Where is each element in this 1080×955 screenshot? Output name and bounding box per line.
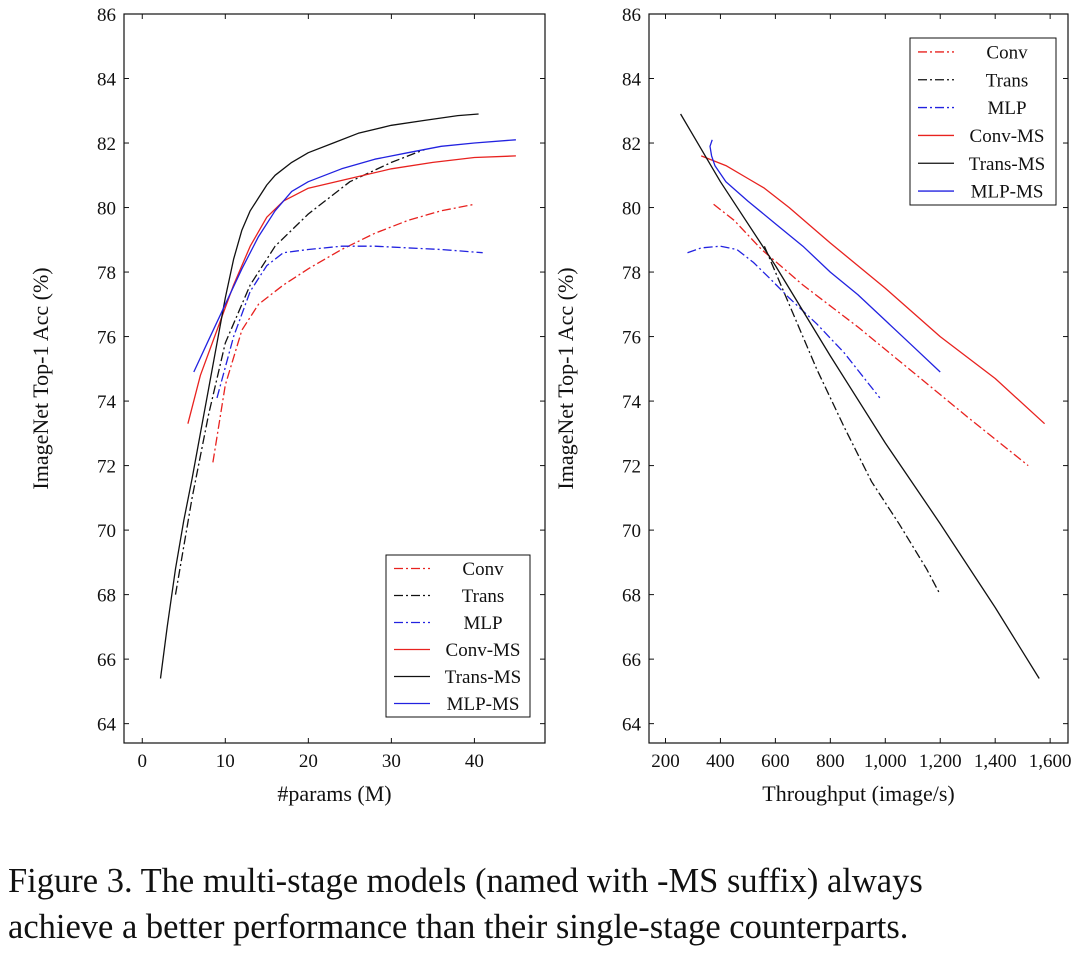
y-tick-label: 70 — [97, 521, 116, 542]
x-tick-label: 400 — [706, 751, 735, 772]
legend-label-conv: Conv — [986, 42, 1028, 63]
x-tick-label: 1,600 — [1029, 751, 1072, 772]
y-tick-label: 84 — [622, 70, 642, 91]
x-tick-label: 0 — [138, 751, 148, 772]
x-tick-label: 10 — [216, 751, 235, 772]
series-line-mlp — [687, 245, 881, 399]
y-tick-label: 78 — [622, 263, 641, 284]
series-line-trans-ms — [159, 113, 479, 679]
y-tick-label: 68 — [622, 586, 641, 607]
y-tick-label: 84 — [97, 70, 117, 91]
y-tick-label: 72 — [97, 457, 116, 478]
y-tick-label: 66 — [622, 650, 641, 671]
y-tick-label: 86 — [97, 5, 116, 26]
legend-label-conv: Conv — [462, 559, 504, 580]
legend-label-mlp-ms: MLP-MS — [447, 694, 520, 715]
series-line-trans — [174, 148, 425, 595]
x-tick-label: 600 — [761, 751, 790, 772]
y-tick-label: 70 — [622, 521, 641, 542]
caption-line-1: Figure 3. The multi-stage models (named … — [8, 862, 923, 900]
y-axis-label: ImageNet Top-1 Acc (%) — [28, 267, 53, 489]
chart-throughput: 64 66 68 70 72 74 76 78 80 82 84 86 200 400 600 800 1,00… — [553, 5, 1072, 806]
y-tick-label: 76 — [97, 328, 116, 349]
x-tick-label: 20 — [299, 751, 318, 772]
series-line-conv-ms — [700, 155, 1046, 425]
legend: Conv Trans MLP Conv-MS Trans-MS MLP-MS — [909, 37, 1057, 206]
y-tick-label: 78 — [97, 263, 116, 284]
legend-label-trans-ms: Trans-MS — [445, 667, 521, 688]
y-tick-label: 80 — [622, 199, 641, 220]
plot-frame — [123, 13, 546, 744]
caption-line-2: achieve a better performance than their … — [8, 908, 909, 946]
legend-box — [385, 554, 531, 718]
legend-label-mlp: MLP — [987, 98, 1026, 119]
y-tick-label: 68 — [97, 586, 116, 607]
y-tick-label: 72 — [622, 457, 641, 478]
legend-label-conv-ms: Conv-MS — [446, 640, 521, 661]
x-tick-label: 1,200 — [919, 751, 962, 772]
legend-label-mlp-ms: MLP-MS — [971, 182, 1044, 203]
legend-box — [909, 37, 1057, 206]
x-tick-label: 800 — [816, 751, 845, 772]
series-line-mlp-ms — [193, 139, 516, 373]
y-tick-label: 64 — [622, 715, 642, 736]
legend-label-trans-ms: Trans-MS — [969, 154, 1045, 175]
figure: 64 66 68 70 72 74 76 78 80 82 84 86 0 10 20 30 40 #params… — [28, 5, 1072, 806]
y-tick-label: 82 — [97, 134, 116, 155]
y-tick-label: 74 — [622, 392, 642, 413]
figure-caption: Figure 3. The multi-stage models (named … — [8, 858, 1072, 950]
y-tick-label: 86 — [622, 5, 641, 26]
x-tick-label: 1,000 — [864, 751, 907, 772]
series-line-mlp — [216, 245, 483, 399]
series-line-conv — [212, 203, 475, 463]
legend-label-mlp: MLP — [463, 613, 502, 634]
x-tick-label: 200 — [651, 751, 680, 772]
x-tick-label: 40 — [465, 751, 484, 772]
y-tick-label: 64 — [97, 715, 117, 736]
y-tick-label: 66 — [97, 650, 116, 671]
y-axis-label: ImageNet Top-1 Acc (%) — [553, 267, 578, 489]
legend-label-trans: Trans — [986, 70, 1029, 91]
x-axis-label: Throughput (image/s) — [762, 781, 954, 806]
y-tick-label: 82 — [622, 134, 641, 155]
x-tick-label: 30 — [382, 751, 401, 772]
legend-label-conv-ms: Conv-MS — [970, 126, 1045, 147]
series-line-trans — [763, 245, 941, 595]
series-line-trans-ms — [680, 113, 1040, 679]
y-tick-label: 76 — [622, 328, 641, 349]
x-axis-label: #params (M) — [277, 781, 391, 806]
legend-label-trans: Trans — [462, 586, 505, 607]
chart-params: 64 66 68 70 72 74 76 78 80 82 84 86 0 10 20 30 40 #params… — [28, 5, 546, 806]
series-line-mlp-ms — [709, 139, 941, 373]
y-tick-label: 80 — [97, 199, 116, 220]
series-line-conv — [713, 203, 1029, 467]
legend: Conv Trans MLP Conv-MS Trans-MS MLP-MS — [385, 554, 531, 718]
y-tick-label: 74 — [97, 392, 117, 413]
x-tick-label: 1,400 — [974, 751, 1017, 772]
plot-frame — [648, 13, 1069, 744]
series-line-conv-ms — [187, 155, 516, 424]
